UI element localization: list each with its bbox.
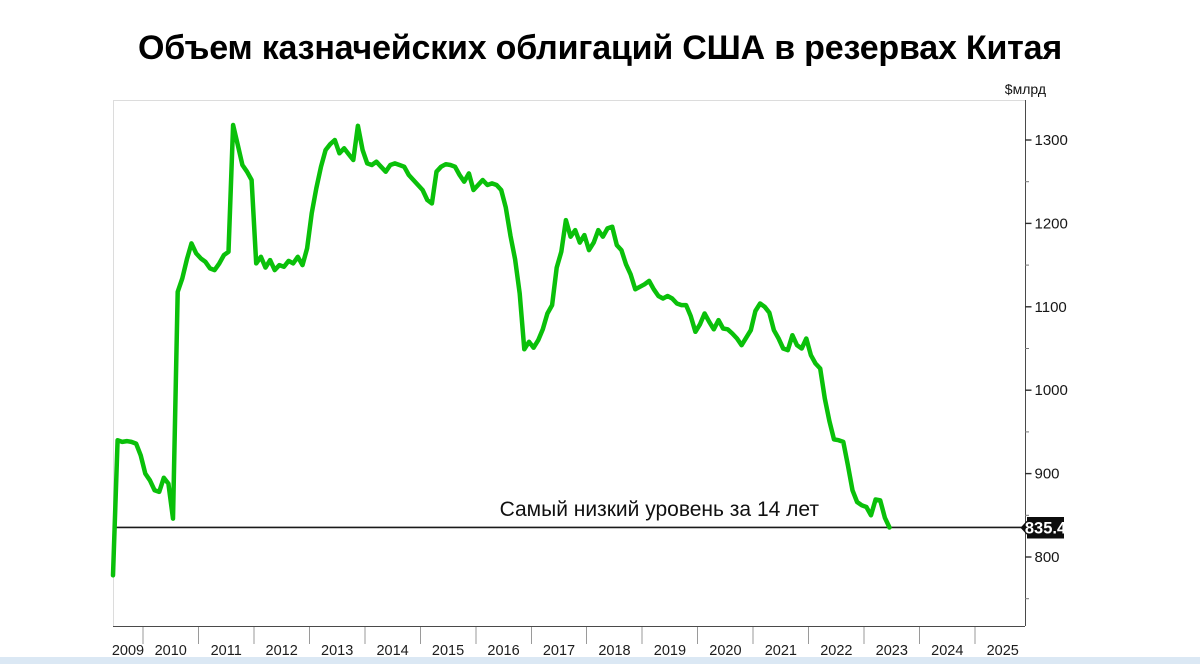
x-tick-label: 2025 <box>987 643 1019 659</box>
y-tick-label: 1000 <box>1035 382 1068 399</box>
x-tick-label: 2020 <box>709 643 741 659</box>
y-tick-label: 800 <box>1035 549 1060 566</box>
x-tick-label: 2024 <box>931 643 963 659</box>
min-value-badge: 835.4 <box>1020 517 1067 539</box>
x-tick-label: 2023 <box>876 643 908 659</box>
x-tick-label: 2022 <box>820 643 852 659</box>
y-tick-label: 1200 <box>1035 215 1068 232</box>
plot-frame <box>113 100 1025 626</box>
x-tick-label: 2013 <box>321 643 353 659</box>
x-tick-label: 2015 <box>432 643 464 659</box>
x-tick-label: 2018 <box>598 643 630 659</box>
x-tick-label: 2010 <box>155 643 187 659</box>
y-tick-label: 1100 <box>1035 299 1067 316</box>
x-tick-label: 2017 <box>543 643 575 659</box>
x-tick-label: 2021 <box>765 643 797 659</box>
min-value-label: 835.4 <box>1025 520 1067 538</box>
badge-arrow-shape <box>1020 517 1064 539</box>
chart-title: Объем казначейских облигаций США в резер… <box>138 29 1062 67</box>
x-tick-label: 2019 <box>654 643 686 659</box>
min-level-annotation: Самый низкий уровень за 14 лет <box>500 498 820 521</box>
bottom-edge-strip <box>0 657 1200 664</box>
x-tick-label: 2014 <box>376 643 408 659</box>
series-line <box>110 122 892 578</box>
x-tick-label: 2011 <box>211 643 242 659</box>
x-tick-label: 2012 <box>266 643 298 659</box>
y-axis-unit-label: $млрд <box>1005 81 1046 97</box>
x-tick-label: 2016 <box>487 643 519 659</box>
y-tick-label: 1300 <box>1035 132 1068 149</box>
x-tick-label: 2009 <box>112 643 144 659</box>
y-tick-label: 900 <box>1035 466 1060 483</box>
